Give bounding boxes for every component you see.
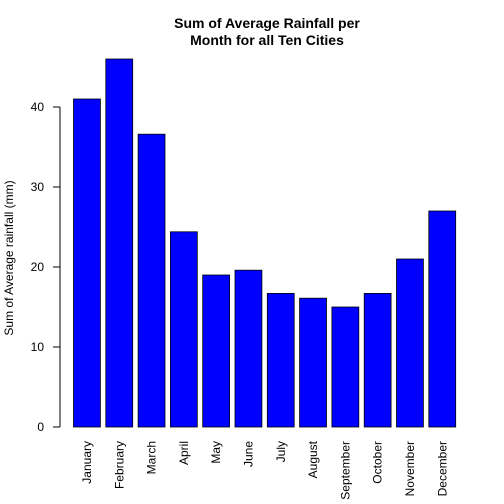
chart-title-line-1: Sum of Average Rainfall per — [174, 15, 360, 31]
x-tick-label-july: July — [274, 441, 288, 462]
x-tick-label-june: June — [241, 441, 255, 467]
y-tick-label-0: 0 — [37, 420, 44, 434]
bar-november — [396, 258, 424, 428]
y-tick-label-40: 40 — [31, 100, 45, 114]
bar-october — [363, 292, 392, 428]
bar-june — [234, 269, 263, 428]
y-tick-label-20: 20 — [31, 260, 45, 274]
y-tick-label-10: 10 — [31, 340, 45, 354]
bar-september — [331, 306, 360, 428]
bar-july — [266, 292, 295, 428]
x-tick-label-may: May — [209, 441, 223, 464]
bar-may — [202, 274, 230, 428]
bar-february — [105, 58, 134, 428]
bar-december — [428, 210, 457, 428]
x-tick-label-january: January — [80, 441, 94, 484]
x-tick-label-october: October — [371, 441, 385, 484]
x-tick-label-november: November — [403, 441, 417, 496]
y-axis-label: Sum of Average rainfall (mm) — [2, 180, 16, 335]
x-tick-label-august: August — [306, 440, 320, 478]
bars-group — [73, 58, 457, 428]
x-tick-label-april: April — [177, 441, 191, 465]
x-axis-labels: January February March April May June July Augu… — [80, 440, 449, 499]
bar-april — [169, 231, 198, 428]
y-axis: 0 10 20 30 40 — [31, 100, 61, 434]
x-tick-label-december: December — [435, 441, 449, 496]
chart-title-line-2: Month for all Ten Cities — [190, 32, 344, 48]
bar-march — [137, 133, 166, 428]
y-tick-label-30: 30 — [31, 180, 45, 194]
bar-january — [73, 98, 101, 428]
bar-august — [299, 297, 327, 428]
x-tick-label-february: February — [112, 441, 126, 489]
x-tick-label-september: September — [338, 441, 352, 500]
x-tick-label-march: March — [145, 441, 159, 474]
